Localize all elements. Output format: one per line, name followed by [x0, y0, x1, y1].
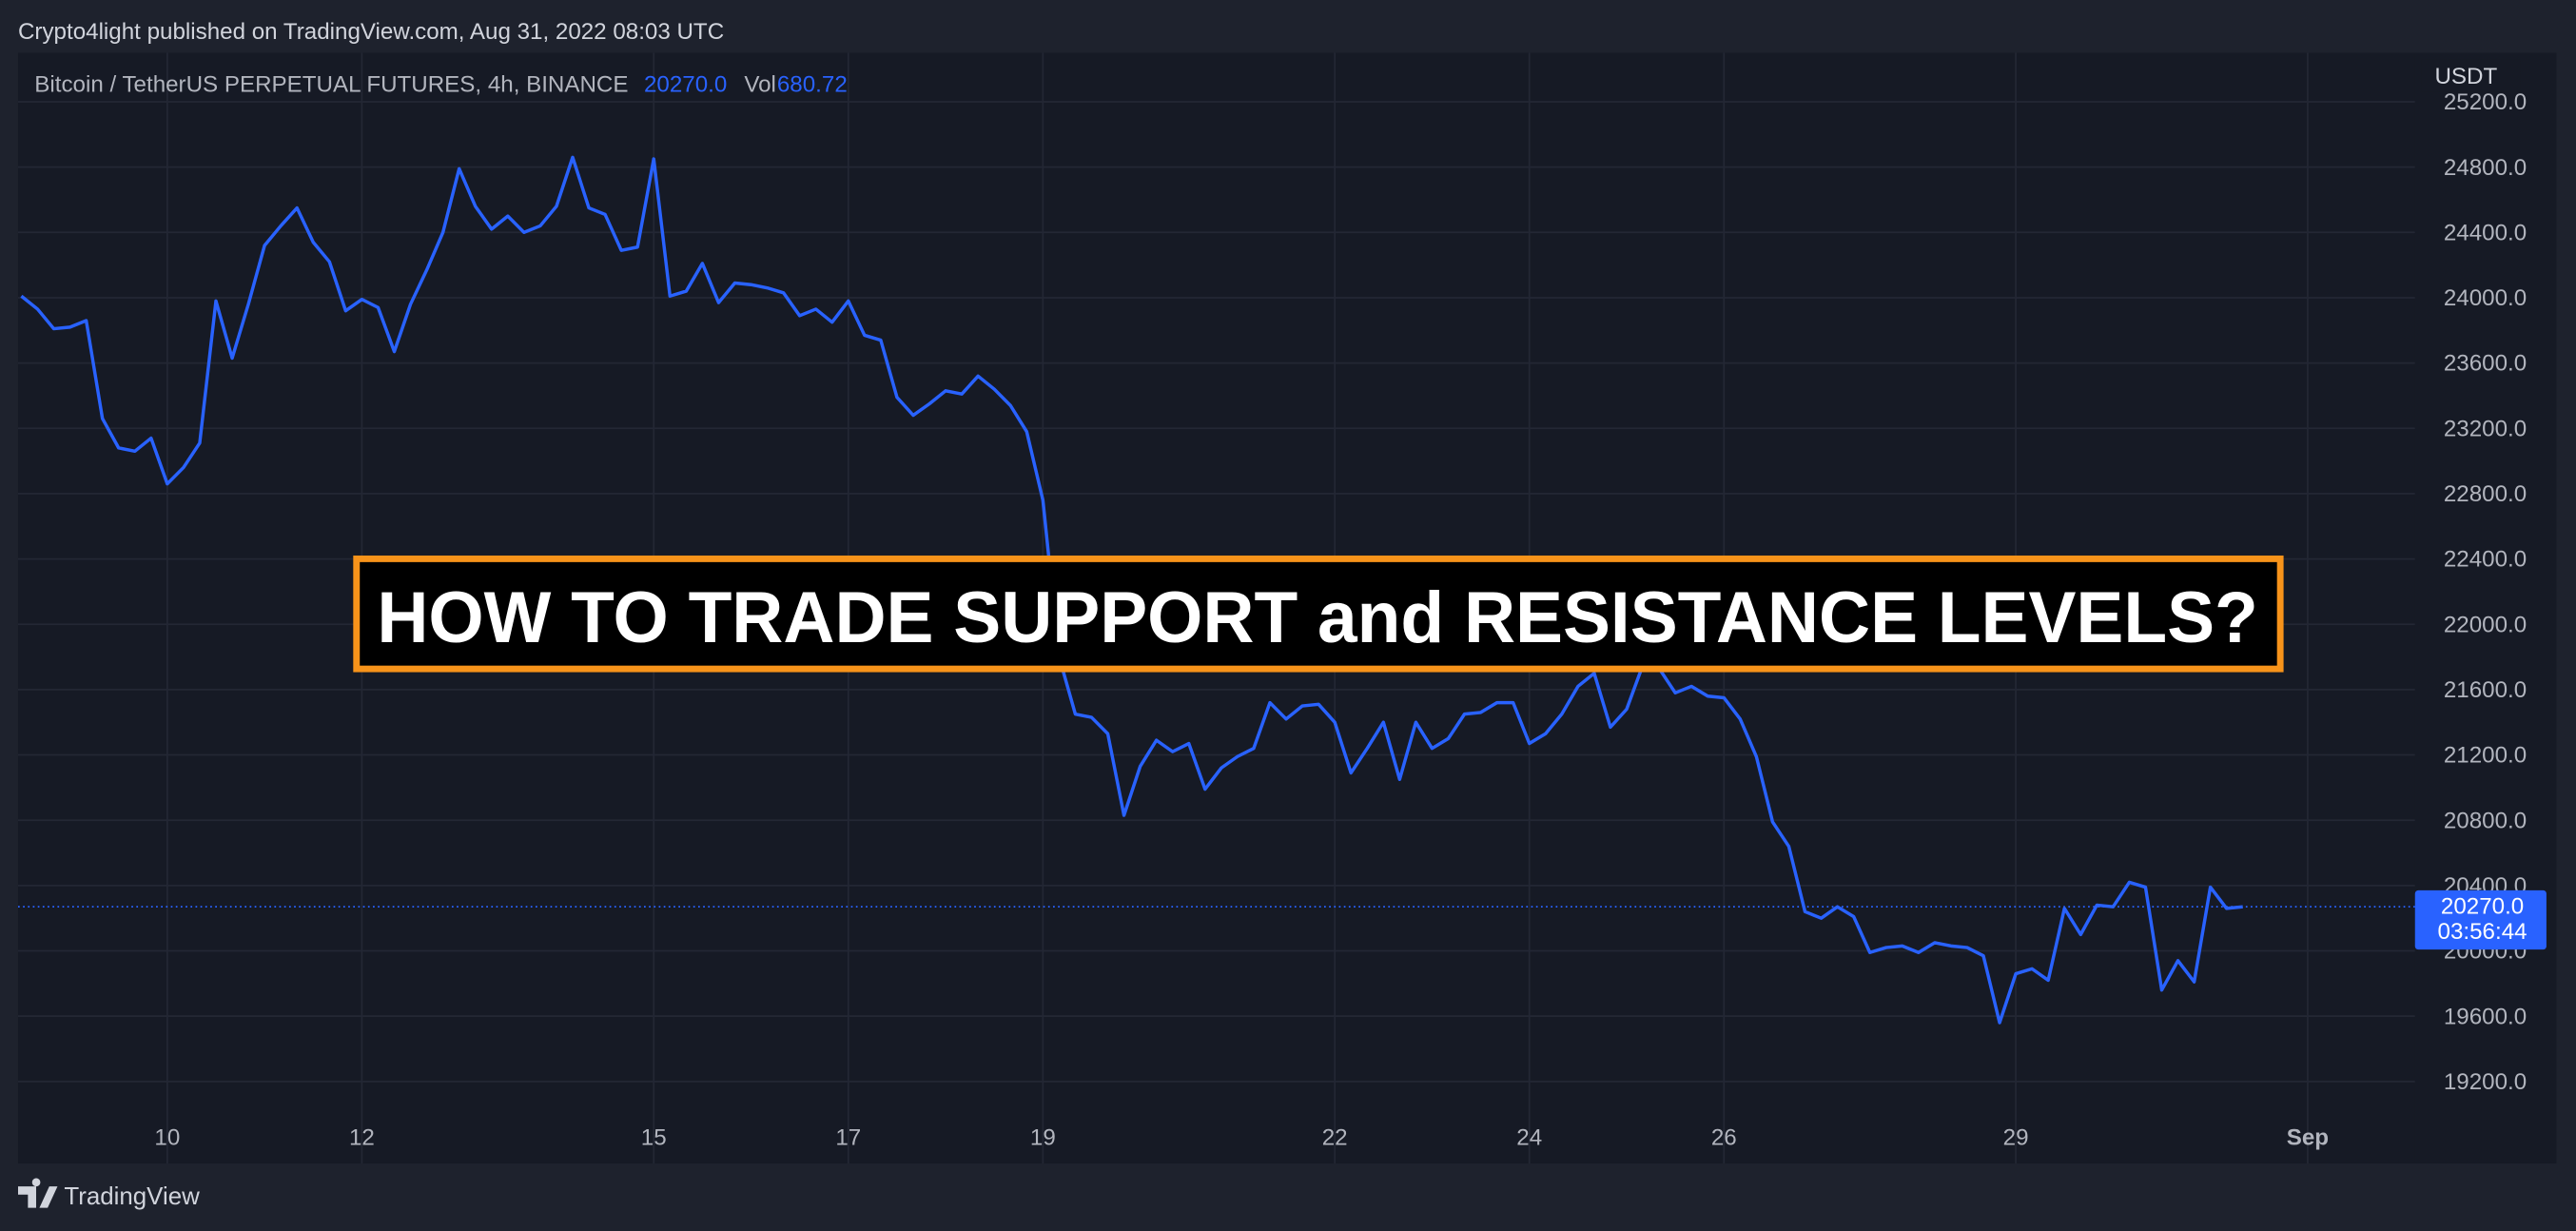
unit-bg [2421, 59, 2521, 92]
x-tick-label: 17 [835, 1124, 861, 1150]
y-tick-label: 25200.0 [2444, 89, 2527, 115]
y-tick-label: 22000.0 [2444, 612, 2527, 637]
legend-price: 20270.0 [644, 71, 727, 97]
y-tick-label: 21200.0 [2444, 743, 2527, 769]
banner-box [353, 555, 2284, 673]
logo [17, 1178, 58, 1208]
x-tick-label: 26 [1711, 1124, 1737, 1150]
x-tick-label: 22 [1322, 1124, 1348, 1150]
volume-value: 680.72 [777, 71, 848, 97]
price-axis-bg [2414, 52, 2557, 1163]
x-tick-label: 29 [2003, 1124, 2029, 1150]
price-axis: 19200.019600.020000.020400.020800.021200… [154, 52, 2557, 1163]
price-tag-value: 20270.0 [2441, 893, 2524, 919]
x-tick-label: 24 [1516, 1124, 1542, 1150]
plot [17, 155, 2415, 1025]
price-tag-countdown: 03:56:44 [2438, 919, 2527, 945]
x-tick-label: 10 [154, 1124, 180, 1150]
y-tick-label: 21600.0 [2444, 677, 2527, 703]
y-tick-label: 20800.0 [2444, 808, 2527, 833]
annotation-banner: HOW TO TRADE SUPPORT and RESISTANCE LEVE… [353, 555, 2284, 673]
y-tick-label: 19200.0 [2444, 1069, 2527, 1095]
symbol-legend: Bitcoin / TetherUS PERPETUAL FUTURES, 4h… [34, 71, 628, 97]
axis-unit: USDT [2434, 64, 2497, 89]
publish-info: Crypto4light published on TradingView.co… [18, 19, 724, 45]
price-line [20, 155, 2243, 1025]
y-tick-label: 19600.0 [2444, 1004, 2527, 1029]
price-tag [2414, 889, 2547, 950]
x-tick-label: 12 [349, 1124, 375, 1150]
y-tick-label: 23200.0 [2444, 416, 2527, 441]
y-tick-label: 22400.0 [2444, 547, 2527, 573]
y-tick-label: 23600.0 [2444, 351, 2527, 377]
y-tick-label: 24800.0 [2444, 155, 2527, 181]
banner-text: HOW TO TRADE SUPPORT and RESISTANCE LEVE… [377, 577, 2257, 658]
x-tick-label: 15 [641, 1124, 667, 1150]
x-tick-label: 19 [1030, 1124, 1056, 1150]
y-tick-label: 24400.0 [2444, 220, 2527, 245]
brand-name: TradingView [64, 1183, 200, 1210]
volume-label: Vol [744, 71, 776, 97]
y-tick-label: 22800.0 [2444, 481, 2527, 507]
y-tick-label: 24000.0 [2444, 285, 2527, 311]
x-tick-label: Sep [2287, 1124, 2329, 1150]
brand: TradingView [17, 1178, 200, 1210]
